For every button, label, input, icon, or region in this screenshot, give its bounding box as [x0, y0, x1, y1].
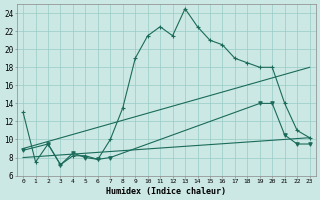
- X-axis label: Humidex (Indice chaleur): Humidex (Indice chaleur): [106, 187, 226, 196]
